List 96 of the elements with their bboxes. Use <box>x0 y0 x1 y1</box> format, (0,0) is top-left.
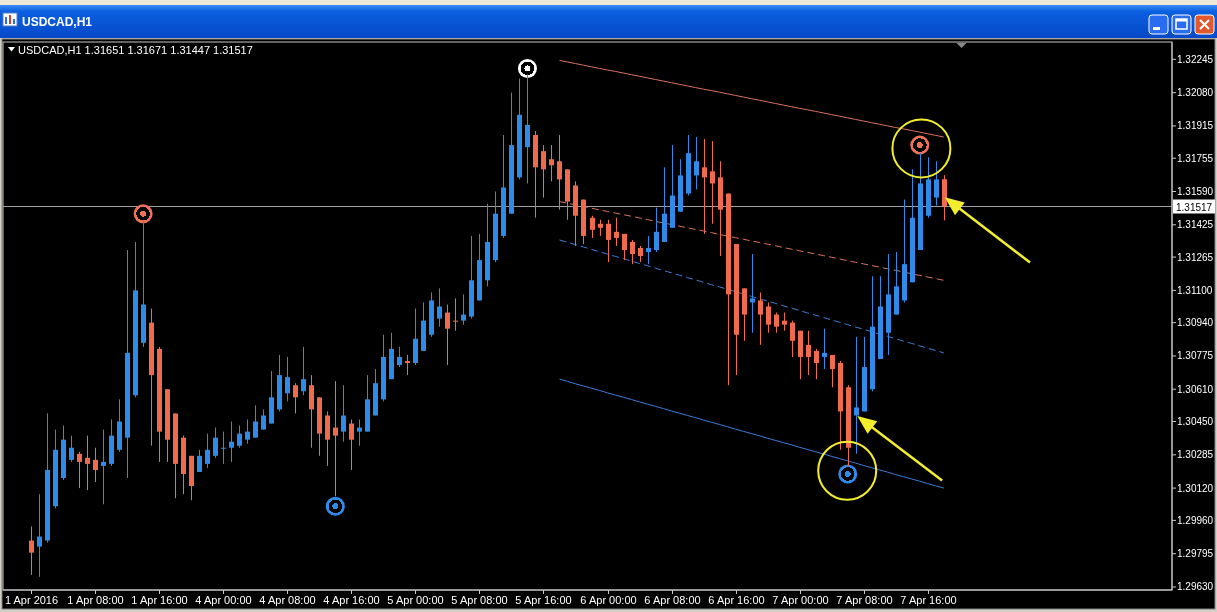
candlestick <box>437 287 442 328</box>
y-tick-label: 1.29630 <box>1177 581 1214 593</box>
candlestick <box>341 384 346 443</box>
candlestick <box>606 219 611 263</box>
candlestick <box>69 435 74 463</box>
candlestick <box>758 291 763 346</box>
x-tick-label: 4 Apr 16:00 <box>323 594 380 606</box>
candlestick <box>405 354 410 376</box>
y-tick-label: 1.30285 <box>1177 449 1214 461</box>
candlestick <box>630 239 635 265</box>
x-tick-label: 5 Apr 08:00 <box>451 594 508 606</box>
line-series <box>558 378 945 489</box>
candlestick <box>590 215 595 239</box>
x-tick-label: 7 Apr 00:00 <box>772 594 829 606</box>
candlestick <box>237 425 242 449</box>
y-tick-label: 1.29795 <box>1177 548 1214 560</box>
candlestick <box>782 312 787 332</box>
candlestick <box>766 301 771 334</box>
candlestick <box>934 160 939 207</box>
candlestick <box>750 253 755 334</box>
candlestick <box>397 346 402 368</box>
candlestick <box>85 435 90 491</box>
candlestick <box>830 354 835 388</box>
candlestick <box>357 419 362 447</box>
candlestick <box>333 380 338 497</box>
candlestick <box>790 320 795 358</box>
candlestick <box>453 297 458 332</box>
x-tick-label: 5 Apr 16:00 <box>515 594 572 606</box>
y-tick-label: 1.30940 <box>1177 317 1214 329</box>
candlestick <box>549 144 554 182</box>
candlestick <box>213 427 218 459</box>
candlestick <box>710 140 715 225</box>
y-tick-label: 1.31915 <box>1177 120 1214 132</box>
y-tick-label: 1.30120 <box>1177 482 1214 494</box>
x-tick-label: 7 Apr 16:00 <box>900 594 957 606</box>
x-tick-label: 4 Apr 08:00 <box>259 594 316 606</box>
candlestick <box>205 433 210 469</box>
candlestick <box>694 136 699 190</box>
candlestick <box>445 304 450 366</box>
candlestick <box>253 404 258 439</box>
candlestick <box>702 138 707 235</box>
x-tick-label: 6 Apr 00:00 <box>580 594 637 606</box>
candlestick <box>37 493 42 578</box>
y-tick-label: 1.31100 <box>1177 284 1213 296</box>
y-tick-label: 1.30610 <box>1177 383 1214 395</box>
candlestick <box>541 144 546 199</box>
candlestick <box>774 312 779 334</box>
point <box>133 204 153 224</box>
ref-line-label: 1.31517 <box>1176 201 1213 213</box>
y-tick-label: 1.31265 <box>1177 251 1214 263</box>
line-series <box>558 239 945 354</box>
candlestick <box>229 421 234 463</box>
y-tick-label: 1.29960 <box>1177 514 1214 526</box>
candlestick <box>557 134 562 211</box>
x-tick-label: 1 Apr 2016 <box>4 594 59 606</box>
y-tick-label: 1.30775 <box>1177 350 1214 362</box>
point <box>517 58 537 78</box>
candlestick <box>93 447 98 483</box>
x-tick-label: 4 Apr 00:00 <box>195 594 252 606</box>
candlestick <box>261 408 266 431</box>
candlestick <box>301 346 306 396</box>
candlestick <box>349 419 354 471</box>
candlestick <box>293 382 298 414</box>
candlestick <box>461 293 466 326</box>
x-tick-label: 1 Apr 08:00 <box>67 594 124 606</box>
candlestick <box>245 419 250 445</box>
x-tick-label: 6 Apr 16:00 <box>708 594 765 606</box>
candlestick <box>814 348 819 380</box>
candlestick <box>654 207 659 253</box>
chart-subtitle: USDCAD,H1 1.31651 1.31671 1.31447 1.31517 <box>18 44 253 56</box>
x-tick-label: 6 Apr 08:00 <box>644 594 701 606</box>
candlestick <box>197 449 202 473</box>
candlestick <box>29 525 34 576</box>
candlestick <box>101 429 106 505</box>
candlestick <box>854 336 859 455</box>
candlestick <box>646 235 651 265</box>
y-tick-label: 1.31425 <box>1177 219 1214 231</box>
candlestick <box>622 233 627 261</box>
x-tick-label: 5 Apr 00:00 <box>387 594 444 606</box>
y-tick-label: 1.31755 <box>1177 152 1214 164</box>
y-tick-label: 1.32245 <box>1177 53 1214 65</box>
candlestick <box>77 451 82 489</box>
chart-title: USDCAD,H1 <box>22 15 93 29</box>
y-tick-label: 1.30450 <box>1177 416 1214 428</box>
candlestick <box>614 217 619 247</box>
point <box>325 496 345 516</box>
y-tick-label: 1.31590 <box>1177 186 1214 198</box>
candlestick <box>221 431 226 465</box>
x-tick-label: 7 Apr 08:00 <box>836 594 893 606</box>
candlestick <box>806 330 811 376</box>
candlestick <box>285 356 290 402</box>
y-tick-label: 1.32080 <box>1177 87 1214 99</box>
line-series <box>558 201 945 281</box>
candlestick <box>822 328 827 370</box>
candlestick <box>525 73 530 184</box>
x-tick-label: 1 Apr 16:00 <box>131 594 188 606</box>
